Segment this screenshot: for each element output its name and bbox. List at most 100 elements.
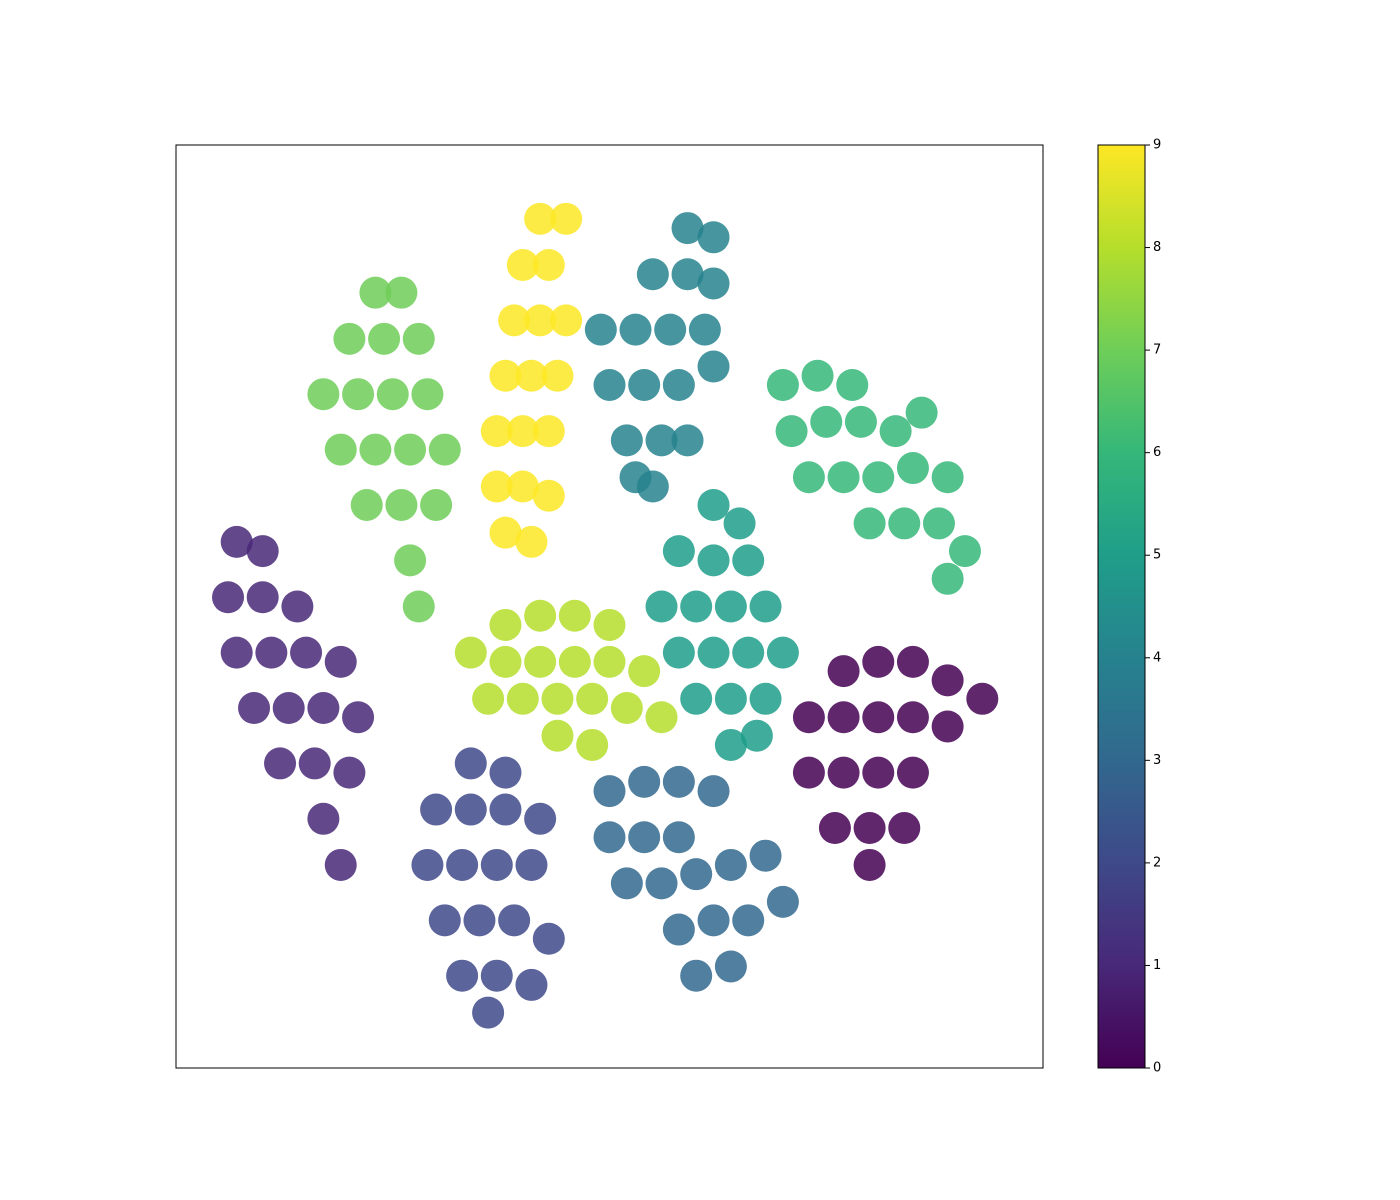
point	[862, 756, 895, 789]
colorbar-tick-label: 9	[1153, 138, 1161, 153]
point	[853, 507, 886, 540]
point	[255, 636, 288, 669]
point	[948, 535, 981, 568]
point	[628, 821, 661, 854]
colorbar-tick-label: 6	[1153, 445, 1161, 460]
point	[532, 922, 565, 955]
point	[307, 378, 340, 411]
point	[324, 848, 357, 881]
point	[446, 848, 479, 881]
point	[489, 756, 522, 789]
point	[836, 368, 869, 401]
point	[350, 488, 383, 521]
point	[645, 867, 678, 900]
point	[333, 756, 366, 789]
point	[394, 433, 427, 466]
point	[428, 433, 461, 466]
point	[688, 313, 721, 346]
point	[671, 212, 704, 245]
point	[775, 415, 808, 448]
point	[749, 590, 782, 623]
point	[662, 636, 695, 669]
point	[307, 802, 340, 835]
point	[619, 461, 652, 494]
point	[593, 645, 626, 678]
point	[480, 848, 513, 881]
point	[394, 544, 427, 577]
point	[524, 202, 557, 235]
point	[506, 470, 539, 503]
point	[506, 682, 539, 715]
colorbar-tick-label: 5	[1153, 548, 1161, 563]
point	[888, 812, 921, 845]
point	[272, 692, 305, 725]
point	[593, 608, 626, 641]
points	[212, 202, 999, 1029]
point	[697, 350, 730, 383]
point	[714, 848, 747, 881]
point	[515, 968, 548, 1001]
point	[862, 701, 895, 734]
point	[905, 396, 938, 429]
point	[680, 959, 713, 992]
point	[472, 996, 505, 1029]
point	[931, 710, 964, 743]
point	[697, 488, 730, 521]
point	[489, 608, 522, 641]
point	[662, 765, 695, 798]
point	[524, 304, 557, 337]
point	[480, 959, 513, 992]
colorbar-tick-label: 2	[1153, 855, 1161, 870]
point	[498, 304, 531, 337]
point	[515, 359, 548, 392]
point	[220, 636, 253, 669]
point	[307, 692, 340, 725]
point	[896, 645, 929, 678]
point	[628, 655, 661, 688]
point	[264, 747, 297, 780]
point	[532, 415, 565, 448]
colorbar	[1097, 144, 1146, 1069]
point	[697, 544, 730, 577]
point	[489, 645, 522, 678]
point	[662, 368, 695, 401]
point	[680, 858, 713, 891]
colorbar-tick-label: 8	[1153, 240, 1161, 255]
point	[463, 904, 496, 937]
point	[714, 682, 747, 715]
point	[454, 793, 487, 826]
point	[541, 359, 574, 392]
point	[368, 322, 401, 355]
point	[246, 535, 279, 568]
point	[498, 904, 531, 937]
point	[862, 461, 895, 494]
point	[740, 719, 773, 752]
point	[333, 322, 366, 355]
point	[454, 747, 487, 780]
point	[524, 599, 557, 632]
point	[654, 313, 687, 346]
point	[420, 793, 453, 826]
point	[697, 904, 730, 937]
point	[489, 359, 522, 392]
point	[931, 562, 964, 595]
point	[558, 599, 591, 632]
point	[801, 359, 834, 392]
point	[454, 636, 487, 669]
point	[480, 415, 513, 448]
point	[411, 848, 444, 881]
point	[610, 867, 643, 900]
point	[411, 378, 444, 411]
point	[827, 655, 860, 688]
colorbar-tick-label: 0	[1153, 1061, 1161, 1076]
point	[732, 544, 765, 577]
point	[792, 701, 825, 734]
plot-frame	[175, 144, 1044, 1069]
point	[844, 405, 877, 438]
point	[532, 248, 565, 281]
point	[896, 701, 929, 734]
point	[220, 525, 253, 558]
point	[238, 692, 271, 725]
point	[732, 904, 765, 937]
